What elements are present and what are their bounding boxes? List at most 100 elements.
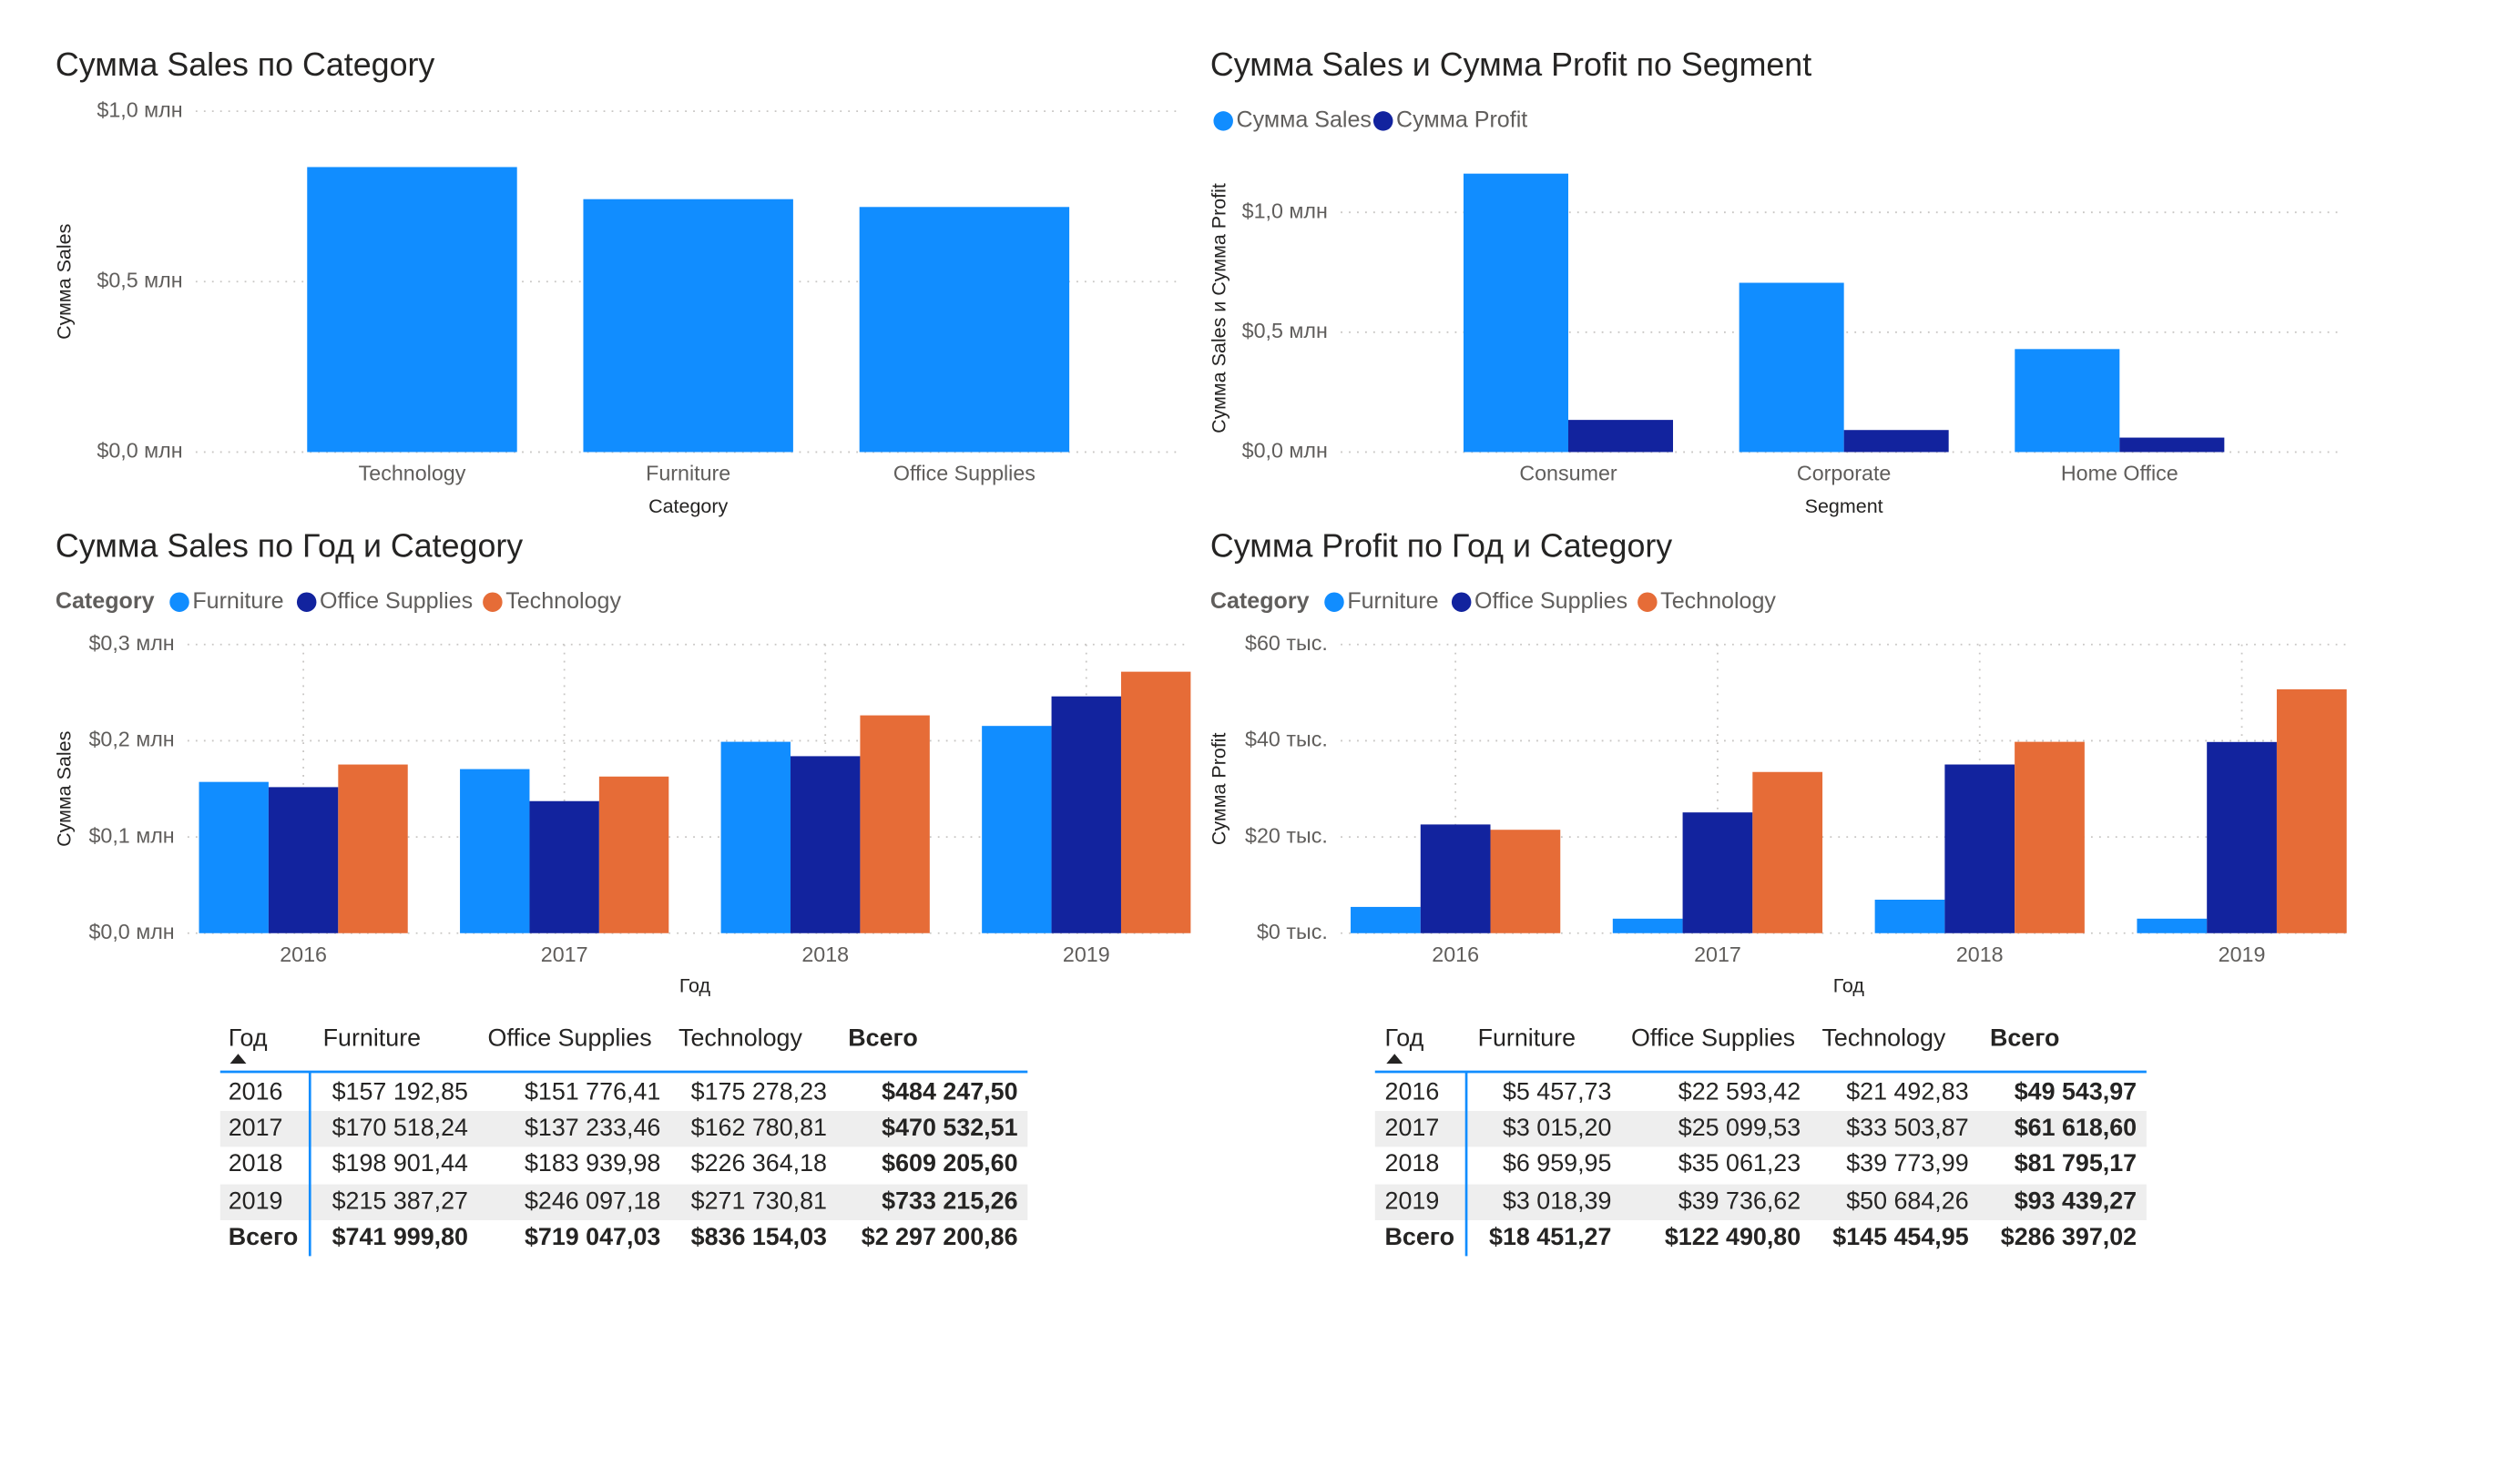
y-tick-label: $0 тыс. <box>1257 920 1328 943</box>
cell: $61 618,60 <box>2015 1114 2137 1141</box>
bar <box>1739 282 1844 453</box>
bar <box>859 207 1070 453</box>
column-header: Всего <box>1990 1024 2060 1051</box>
bar <box>860 715 930 933</box>
legend-label: Сумма Sales <box>1237 107 1372 133</box>
cell: $198 901,44 <box>332 1149 468 1177</box>
total-cell: Всего <box>229 1223 299 1250</box>
cell: $5 457,73 <box>1503 1077 1612 1105</box>
bar <box>1874 899 1945 933</box>
cell: 2018 <box>1385 1149 1440 1177</box>
y-tick-label: $0,5 млн <box>97 268 182 291</box>
cell: 2018 <box>229 1149 283 1177</box>
bar <box>583 199 793 453</box>
bar <box>791 756 861 933</box>
column-header: Год <box>229 1024 268 1051</box>
bar <box>1351 906 1421 933</box>
column-header: Furniture <box>1478 1024 1576 1051</box>
legend-marker <box>169 592 189 612</box>
x-tick-label: Consumer <box>1519 462 1617 485</box>
cell: $3 018,39 <box>1503 1187 1612 1214</box>
x-tick-label: Furniture <box>646 462 730 485</box>
x-tick-label: 2019 <box>2219 942 2266 966</box>
bar <box>529 800 599 933</box>
y-tick-label: $60 тыс. <box>1245 631 1328 655</box>
legend-marker <box>296 592 317 612</box>
legend-label: Technology <box>1660 588 1776 614</box>
y-tick-label: $0,5 млн <box>1242 319 1328 342</box>
bar <box>982 726 1052 933</box>
cell: $484 247,50 <box>882 1077 1017 1105</box>
chart-title: Сумма Profit по Год и Category <box>1210 528 1672 565</box>
chart-title: Сумма Sales и Сумма Profit по Segment <box>1210 46 1811 83</box>
total-cell: $836 154,03 <box>691 1223 827 1250</box>
bar <box>1682 812 1753 933</box>
x-tick-label: 2019 <box>1063 942 1110 966</box>
column-header: Всего <box>848 1024 918 1051</box>
cell: $6 959,95 <box>1503 1149 1612 1177</box>
row-band <box>219 1110 1028 1147</box>
cell: $93 439,27 <box>2015 1187 2137 1214</box>
cell: $22 593,42 <box>1678 1077 1801 1105</box>
y-tick-label: $0,1 млн <box>88 823 174 847</box>
y-tick-label: $20 тыс. <box>1245 823 1328 847</box>
row-band <box>1374 1184 2147 1220</box>
bar <box>598 776 669 933</box>
cell: $162 780,81 <box>691 1114 827 1141</box>
x-tick-label: 2018 <box>1956 942 2004 966</box>
x-tick-label: 2018 <box>801 942 849 966</box>
cell: $137 233,46 <box>525 1114 660 1141</box>
legend-marker <box>1213 111 1233 131</box>
legend-label: Office Supplies <box>1474 588 1627 614</box>
y-tick-label: $0,0 млн <box>97 439 182 463</box>
column-header: Office Supplies <box>487 1024 651 1051</box>
sort-arrow <box>230 1054 247 1065</box>
bar <box>1051 696 1121 933</box>
legend-marker <box>1637 592 1658 612</box>
bar <box>1120 671 1191 933</box>
cell: $183 939,98 <box>525 1149 660 1177</box>
cell: $609 205,60 <box>882 1149 1017 1177</box>
bar <box>1420 824 1491 933</box>
column-header: Technology <box>1821 1024 1945 1051</box>
cell: $733 215,26 <box>882 1187 1017 1214</box>
bar <box>1463 173 1568 453</box>
y-axis-title: Сумма Sales <box>53 224 75 340</box>
column-header: Technology <box>678 1024 802 1051</box>
x-axis-title: Segment <box>1805 495 1883 517</box>
legend-label: Furniture <box>1347 588 1438 614</box>
x-tick-label: 2016 <box>280 942 327 966</box>
total-cell: $719 047,03 <box>525 1223 660 1250</box>
row-band <box>1374 1110 2147 1147</box>
bar <box>2207 741 2277 933</box>
legend-marker <box>1372 111 1393 131</box>
cell: $39 773,99 <box>1846 1149 1968 1177</box>
y-tick-label: $40 тыс. <box>1245 728 1328 751</box>
row-band <box>219 1184 1028 1220</box>
cell: 2016 <box>1385 1077 1440 1105</box>
cell: $246 097,18 <box>525 1187 660 1214</box>
bar <box>1944 764 2015 933</box>
y-tick-label: $0,2 млн <box>88 728 174 751</box>
y-tick-label: $0,0 млн <box>88 920 174 943</box>
legend-label: Technology <box>505 588 621 614</box>
cell: 2019 <box>229 1187 283 1214</box>
cell: $170 518,24 <box>332 1114 468 1141</box>
chart-title: Сумма Sales по Год и Category <box>56 528 523 565</box>
legend-title: Category <box>1210 588 1310 614</box>
chart-title: Сумма Sales по Category <box>56 46 435 83</box>
cell: $470 532,51 <box>882 1114 1017 1141</box>
bar <box>2137 918 2208 933</box>
bar <box>1752 771 1823 933</box>
cell: $81 795,17 <box>2015 1149 2137 1177</box>
cell: $271 730,81 <box>691 1187 827 1214</box>
total-cell: $741 999,80 <box>332 1223 468 1250</box>
cell: $215 387,27 <box>332 1187 468 1214</box>
bar <box>1612 918 1683 933</box>
bar <box>460 769 530 933</box>
x-axis-title: Год <box>679 975 711 997</box>
x-axis-title: Год <box>1833 975 1865 997</box>
cell: $33 503,87 <box>1846 1114 1968 1141</box>
y-axis-title: Сумма Sales и Сумма Profit <box>1208 183 1229 433</box>
